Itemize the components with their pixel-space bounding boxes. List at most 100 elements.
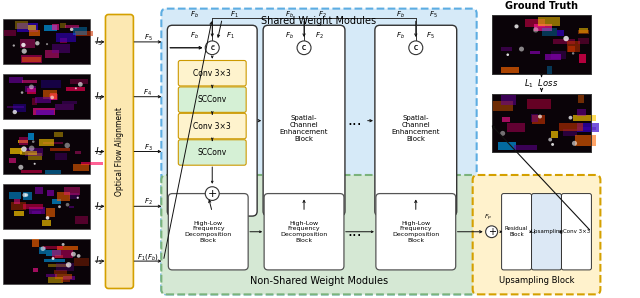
Text: Optical Flow Alignment: Optical Flow Alignment [115, 107, 124, 196]
Text: c: c [211, 45, 214, 51]
FancyBboxPatch shape [46, 274, 57, 277]
FancyBboxPatch shape [28, 133, 34, 140]
Text: +: + [207, 189, 217, 198]
Text: Spatial-
Channel
Enhancement
Block: Spatial- Channel Enhancement Block [392, 115, 440, 142]
FancyBboxPatch shape [499, 142, 516, 150]
Text: $I_4$: $I_4$ [95, 91, 104, 103]
FancyBboxPatch shape [19, 137, 28, 145]
FancyBboxPatch shape [473, 175, 600, 294]
FancyBboxPatch shape [46, 250, 61, 256]
Circle shape [515, 24, 518, 28]
FancyBboxPatch shape [72, 164, 89, 171]
Circle shape [24, 193, 28, 197]
Circle shape [538, 115, 542, 119]
FancyBboxPatch shape [26, 148, 43, 156]
Text: $F_4$: $F_4$ [143, 88, 152, 98]
Circle shape [20, 91, 24, 94]
FancyBboxPatch shape [577, 127, 596, 130]
FancyBboxPatch shape [42, 221, 51, 226]
Circle shape [297, 41, 311, 55]
FancyBboxPatch shape [62, 101, 77, 105]
FancyBboxPatch shape [76, 150, 81, 153]
FancyBboxPatch shape [579, 30, 589, 34]
FancyBboxPatch shape [579, 28, 588, 33]
FancyBboxPatch shape [502, 117, 509, 122]
FancyBboxPatch shape [74, 216, 88, 224]
Text: $F_b$: $F_b$ [190, 10, 198, 20]
Text: High-Low
Frequency
Decomposition
Block: High-Low Frequency Decomposition Block [280, 221, 328, 243]
FancyBboxPatch shape [18, 140, 28, 143]
Circle shape [52, 257, 54, 260]
FancyBboxPatch shape [545, 54, 561, 60]
Text: $F_b$: $F_b$ [396, 10, 405, 20]
FancyBboxPatch shape [168, 194, 248, 270]
Circle shape [51, 96, 54, 99]
Circle shape [563, 36, 569, 41]
Text: Conv 3×3: Conv 3×3 [193, 69, 231, 78]
FancyBboxPatch shape [577, 123, 600, 132]
FancyBboxPatch shape [55, 153, 67, 160]
FancyBboxPatch shape [579, 95, 584, 103]
FancyBboxPatch shape [492, 94, 591, 153]
FancyBboxPatch shape [530, 52, 541, 55]
FancyBboxPatch shape [48, 264, 70, 267]
FancyBboxPatch shape [54, 270, 67, 274]
FancyBboxPatch shape [14, 199, 20, 204]
Text: ...: ... [348, 113, 362, 128]
FancyBboxPatch shape [3, 74, 90, 119]
FancyBboxPatch shape [33, 268, 38, 272]
Text: High-Low
Frequency
Decomposition
Block: High-Low Frequency Decomposition Block [392, 221, 440, 243]
FancyBboxPatch shape [3, 239, 90, 284]
FancyBboxPatch shape [74, 31, 93, 35]
Text: $I_2$: $I_2$ [95, 200, 104, 212]
FancyBboxPatch shape [66, 87, 85, 91]
Circle shape [551, 143, 554, 146]
FancyBboxPatch shape [106, 15, 133, 288]
Text: $I_1$: $I_1$ [95, 255, 104, 267]
Circle shape [66, 203, 69, 207]
Text: $F_3$: $F_3$ [143, 142, 152, 153]
FancyBboxPatch shape [575, 135, 596, 146]
Text: +: + [488, 227, 495, 237]
FancyBboxPatch shape [559, 123, 583, 131]
Circle shape [533, 27, 538, 32]
FancyBboxPatch shape [70, 79, 88, 84]
FancyBboxPatch shape [64, 187, 81, 195]
Text: Non-Shared Weight Modules: Non-Shared Weight Modules [250, 276, 388, 286]
Text: Upsampling: Upsampling [530, 229, 563, 234]
FancyBboxPatch shape [492, 15, 591, 74]
Circle shape [519, 46, 524, 52]
Circle shape [500, 131, 505, 136]
FancyBboxPatch shape [17, 23, 38, 32]
FancyBboxPatch shape [167, 25, 257, 216]
Text: $F_b$: $F_b$ [396, 31, 405, 41]
Text: $I_3$: $I_3$ [95, 145, 104, 158]
FancyBboxPatch shape [8, 158, 16, 163]
FancyBboxPatch shape [532, 115, 545, 125]
FancyBboxPatch shape [57, 192, 70, 201]
FancyBboxPatch shape [33, 108, 54, 115]
FancyBboxPatch shape [534, 24, 552, 31]
FancyBboxPatch shape [24, 192, 32, 200]
FancyBboxPatch shape [3, 19, 90, 64]
Text: $I_5$: $I_5$ [95, 36, 104, 48]
FancyBboxPatch shape [56, 33, 76, 42]
FancyBboxPatch shape [264, 194, 344, 270]
FancyBboxPatch shape [35, 97, 51, 103]
FancyBboxPatch shape [44, 25, 57, 31]
Circle shape [21, 43, 26, 47]
Circle shape [29, 85, 34, 89]
FancyBboxPatch shape [45, 49, 59, 58]
FancyBboxPatch shape [515, 145, 537, 150]
Circle shape [22, 193, 27, 197]
Text: $F_2$: $F_2$ [317, 10, 326, 20]
Text: Spatial-
Channel
Enhancement
Block: Spatial- Channel Enhancement Block [280, 115, 328, 142]
Text: $F_1(F_b)$: $F_1(F_b)$ [137, 252, 159, 262]
FancyBboxPatch shape [507, 123, 525, 132]
FancyBboxPatch shape [31, 98, 36, 105]
FancyBboxPatch shape [28, 25, 36, 30]
FancyBboxPatch shape [179, 60, 246, 86]
FancyBboxPatch shape [579, 54, 586, 63]
FancyBboxPatch shape [56, 274, 72, 279]
FancyBboxPatch shape [74, 258, 89, 266]
